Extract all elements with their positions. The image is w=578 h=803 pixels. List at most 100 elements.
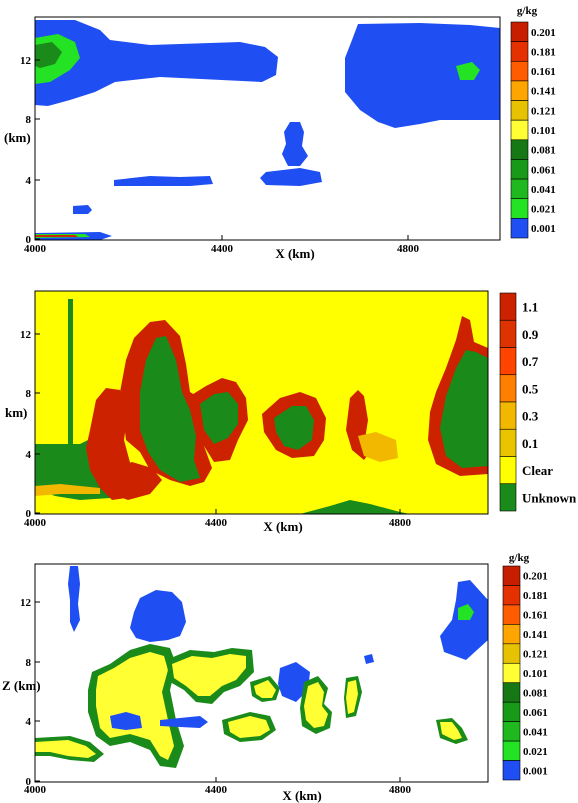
colorbar-swatch [510, 178, 529, 200]
colorbar-swatch [510, 119, 529, 141]
y-axis-1: 12 8 4 0 (km) [4, 55, 40, 246]
yellow-far-right-low [440, 722, 462, 740]
colorbar-swatch [502, 565, 521, 586]
colorbar-label: Unknown [522, 490, 577, 505]
colorbar-label: 0.7 [522, 354, 539, 369]
plot-frame-1 [34, 16, 501, 241]
colorbar-label: 0.061 [531, 164, 556, 176]
colorbar-label: 0.101 [531, 125, 556, 137]
panel-3: 12 8 4 0 Z (km) 4000 4400 4800 X (km) g/… [2, 552, 548, 803]
colorbar-label: 0.021 [531, 204, 556, 216]
colorbar-swatch [510, 159, 529, 180]
yellow-right-mid-cloud [254, 680, 276, 698]
yellow-mid [172, 654, 246, 696]
colorbar-3: g/kg 0.201 0.181 0.161 0.141 0.121 0.101 0.081… [502, 552, 548, 781]
colorbar-swatch [499, 401, 517, 430]
x-axis-label: X (km) [282, 788, 321, 803]
colorbar-label: 0.201 [531, 27, 556, 39]
colorbar-unit: g/kg [517, 5, 538, 17]
blue-top-center [130, 590, 186, 642]
colorbar-swatch [502, 662, 521, 684]
plot-frame-3 [34, 563, 489, 783]
cloud-region-upper-right [345, 23, 500, 128]
x-tick-4800: 4800 [397, 243, 420, 255]
x-axis-3: 4000 4400 4800 X (km) [24, 777, 412, 803]
colorbar-swatch [499, 374, 517, 403]
orange-left-strip [35, 484, 100, 496]
colorbar-label: 0.081 [531, 145, 556, 157]
x-tick-4400: 4400 [211, 243, 234, 255]
y-tick-0: 0 [26, 234, 32, 246]
colorbar-1: g/kg 0.201 0.181 0.161 0.141 0.121 0.101 0.081… [510, 5, 556, 239]
colorbar-label: 0.161 [523, 610, 548, 622]
yellow-right-small [346, 680, 358, 714]
cloud-base-center [260, 168, 322, 186]
colorbar-swatch [499, 428, 517, 457]
colorbar-swatch [510, 100, 529, 121]
colorbar-2: 1.1 0.9 0.7 0.5 0.3 0.1 Clear Unknown [499, 292, 577, 512]
x-axis-1: 4000 4400 4800 X (km) [24, 235, 420, 261]
blue-left-core [110, 712, 142, 730]
colorbar-label: 0.3 [522, 409, 539, 424]
colorbar-label: 0.201 [523, 571, 548, 583]
colorbar-swatch [502, 604, 521, 625]
red-tower-lower [110, 462, 162, 500]
x-axis-label: X (km) [263, 519, 302, 534]
colorbar-swatch [502, 585, 521, 606]
yellow-left-cloud [96, 652, 174, 760]
colorbar-swatch [502, 643, 521, 664]
cloud-small-low [73, 205, 92, 214]
colorbar-swatch [510, 80, 529, 101]
colorbar-swatch [502, 721, 521, 742]
colorbar-swatch [499, 347, 517, 376]
colorbar-label: 0.9 [522, 327, 539, 342]
colorbar-label: 0.181 [531, 46, 556, 58]
colorbar-label: 0.061 [523, 707, 548, 719]
x-tick-4800: 4800 [389, 517, 412, 529]
colorbar-swatch [510, 60, 529, 82]
blue-center-cloud [278, 662, 310, 702]
cloud-region-upper-left [35, 20, 278, 106]
green-mid-cloud [274, 406, 314, 450]
heatmap-1 [35, 20, 500, 240]
colorbar-label: 0.121 [531, 105, 556, 117]
yellow-low-left [35, 740, 96, 758]
panel-1: 12 8 4 0 (km) 4000 4400 4800 X (km) g/kg… [4, 5, 556, 261]
blue-small-mid [364, 654, 374, 664]
colorbar-label: 0.181 [523, 590, 548, 602]
y-axis-label: (km) [4, 130, 31, 145]
colorbar-label: 0.161 [531, 66, 556, 78]
colorbar-label: 0.001 [523, 765, 548, 777]
y-tick-12: 12 [20, 55, 32, 67]
green-mid-left-cloud [200, 392, 238, 444]
colorbar-swatch [510, 21, 529, 42]
y-tick-8: 8 [26, 114, 32, 126]
colorbar-swatch [499, 456, 517, 485]
blue-band-low [160, 716, 208, 728]
y-tick-8: 8 [26, 388, 32, 400]
y-axis-3: 12 8 4 0 Z (km) [2, 597, 41, 788]
colorbar-label: 0.121 [523, 649, 548, 661]
lightgreen-top-right [458, 604, 474, 620]
x-axis-label: X (km) [275, 246, 314, 261]
colorbar-label: 0.1 [522, 436, 538, 451]
y-tick-12: 12 [20, 329, 32, 341]
colorbar-swatch [502, 682, 521, 703]
heatmap-3 [35, 566, 488, 768]
x-tick-4400: 4400 [205, 517, 228, 529]
lightgreen-patch-upper-right [456, 62, 480, 80]
x-tick-4800: 4800 [389, 784, 412, 796]
colorbar-1-swatches: 0.201 0.181 0.161 0.141 0.121 0.101 0.081 0.061… [510, 21, 556, 239]
surface-red [35, 235, 78, 237]
colorbar-label: Clear [522, 463, 553, 478]
plot-frame-2 [34, 290, 489, 515]
x-tick-4000: 4000 [24, 517, 47, 529]
colorbar-swatch [510, 139, 529, 160]
y-axis-label: Z (km) [2, 678, 41, 693]
colorbar-label: 0.041 [531, 184, 556, 196]
y-axis-label: km) [5, 405, 27, 420]
green-tower-core [140, 336, 200, 482]
colorbar-label: 0.021 [523, 746, 548, 758]
colorbar-label: 0.101 [523, 668, 548, 680]
